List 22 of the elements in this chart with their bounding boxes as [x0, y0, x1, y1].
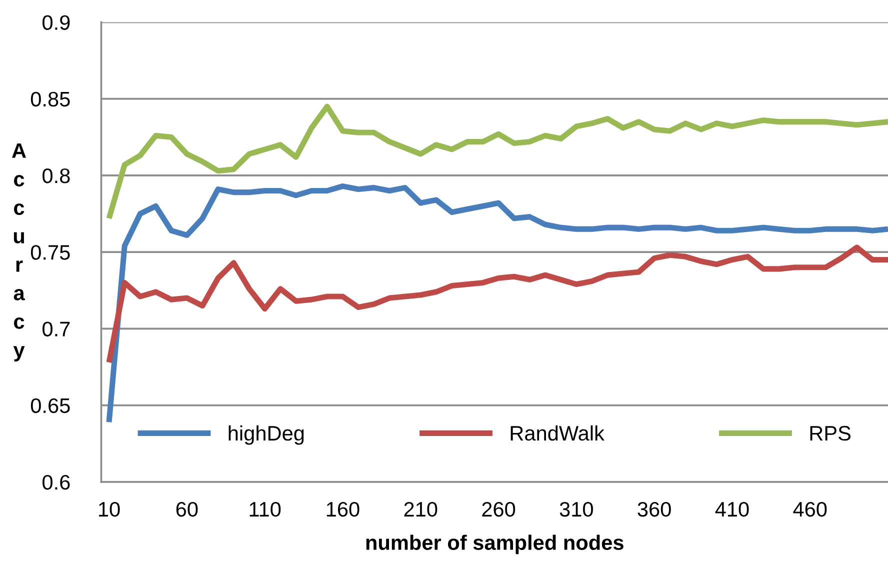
x-tick-label: 360	[638, 502, 671, 517]
x-tick-label: 310	[560, 502, 593, 517]
x-tick-label: 210	[404, 502, 438, 517]
x-tick-label: 160	[326, 502, 360, 517]
legend-label: highDeg	[228, 425, 304, 445]
y-tick-label: 0.7	[42, 322, 70, 336]
x-axis-title: number of sampled nodes	[366, 534, 624, 554]
y-tick-label: 0.85	[30, 92, 70, 107]
x-tick-label: 110	[250, 502, 281, 517]
y-tick-label: 0.8	[42, 168, 70, 184]
x-tick-label: 460	[793, 502, 827, 517]
x-tick-label: 10	[99, 502, 120, 517]
legend-label: RPS	[810, 426, 850, 441]
y-tick-label: 0.6	[42, 474, 70, 490]
legend-label: RandWalk	[510, 425, 604, 441]
x-tick-label: 260	[482, 502, 516, 517]
x-tick-label: 410	[715, 502, 749, 517]
x-tick-label: 60	[176, 502, 198, 517]
y-axis-title: Accuracy	[12, 143, 26, 362]
y-tick-label: 0.65	[30, 398, 70, 414]
y-tick-label: 0.75	[30, 245, 70, 260]
y-tick-label: 0.9	[42, 15, 70, 30]
